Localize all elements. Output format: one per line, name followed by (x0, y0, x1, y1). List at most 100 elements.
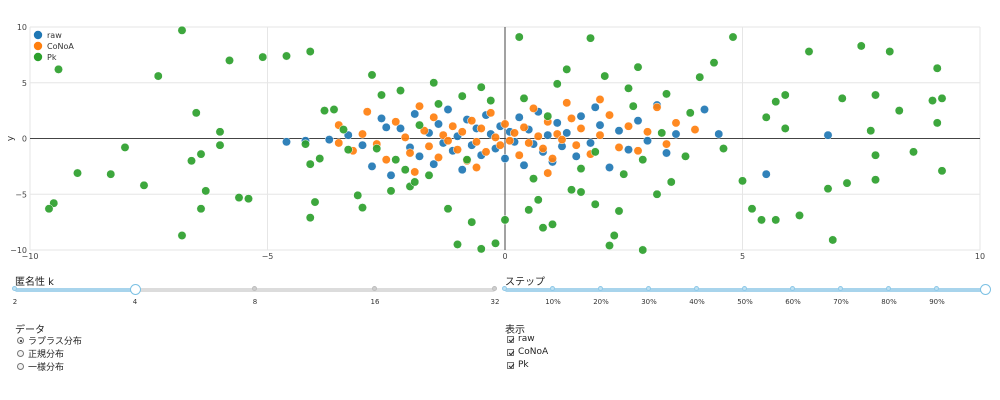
point-pk (533, 195, 543, 205)
point-conoa (467, 116, 477, 126)
point-pk (804, 47, 814, 56)
point-conoa (472, 137, 481, 147)
radio-label: 一様分布 (28, 363, 65, 373)
radio-option-normal[interactable]: 正規分布 (17, 347, 64, 360)
point-pk (396, 86, 405, 96)
checkbox[interactable] (507, 361, 514, 369)
k-slider-label: 32 (490, 298, 500, 306)
point-raw (429, 159, 439, 169)
checkbox[interactable] (507, 335, 514, 343)
point-raw (662, 148, 671, 158)
step-slider-handle[interactable] (980, 284, 991, 295)
point-conoa (633, 146, 643, 156)
point-pk (343, 145, 353, 155)
point-raw (700, 105, 709, 114)
point-pk (519, 93, 529, 103)
point-pk (301, 139, 310, 149)
point-pk (709, 58, 719, 68)
radio-button[interactable] (17, 363, 24, 370)
radio-button[interactable] (17, 350, 24, 357)
x-tick-label: −10 (22, 252, 39, 261)
step-slider-tick (742, 286, 747, 291)
point-conoa (548, 154, 557, 164)
step-slider-label: 20% (593, 298, 609, 306)
point-pk (120, 142, 130, 152)
point-conoa (415, 101, 424, 111)
checkbox[interactable] (507, 348, 514, 356)
point-pk (54, 64, 63, 74)
point-raw (386, 170, 396, 180)
point-raw (590, 102, 600, 112)
point-pk (524, 205, 534, 215)
point-conoa (457, 127, 467, 137)
k-slider[interactable] (12, 284, 497, 295)
step-slider-tick (838, 286, 843, 291)
point-conoa (514, 150, 524, 160)
point-pk (780, 124, 790, 133)
point-pk (586, 33, 595, 43)
k-slider-handle[interactable] (130, 284, 141, 295)
point-pk (177, 25, 187, 35)
point-pk (633, 62, 643, 72)
step-slider[interactable] (502, 284, 991, 295)
point-pk (576, 187, 586, 197)
point-conoa (510, 128, 519, 138)
point-raw (358, 140, 367, 150)
point-pk (780, 90, 790, 100)
point-pk (747, 204, 757, 214)
point-pk (320, 106, 329, 116)
point-conoa (557, 135, 567, 145)
point-raw (367, 161, 377, 171)
point-conoa (538, 144, 548, 153)
point-conoa (500, 119, 510, 129)
point-pk (638, 155, 648, 165)
point-raw (282, 137, 291, 147)
point-conoa (434, 153, 443, 162)
point-pk (467, 217, 477, 227)
point-pk (139, 180, 149, 190)
checkbox-option-raw[interactable]: raw (507, 334, 535, 344)
point-pk (937, 93, 947, 103)
point-conoa (334, 138, 344, 148)
checkbox-option-conoa[interactable]: CoNoA (507, 347, 548, 357)
legend-label: CoNoA (47, 42, 74, 51)
point-pk (605, 241, 614, 250)
point-pk (358, 203, 367, 213)
point-pk (244, 194, 253, 204)
k-slider-tick (12, 286, 17, 291)
checkbox-option-pk[interactable]: Pk (507, 360, 529, 370)
point-pk (400, 165, 410, 175)
point-conoa (400, 132, 410, 142)
point-raw (605, 163, 614, 172)
legend-label: Pk (47, 53, 57, 62)
radio-option-uniform[interactable]: 一様分布 (17, 360, 64, 373)
point-pk (514, 32, 524, 42)
point-conoa (424, 141, 434, 151)
point-pk (500, 215, 510, 225)
y-tick-label: −10 (10, 246, 27, 255)
point-pk (590, 147, 600, 157)
point-pk (685, 108, 695, 118)
x-axis-label: x (502, 263, 508, 265)
point-conoa (448, 121, 458, 131)
point-pk (434, 99, 443, 109)
point-conoa (576, 124, 586, 133)
point-pk (305, 159, 315, 169)
radio-button[interactable] (17, 337, 24, 344)
point-raw (519, 160, 529, 170)
point-pk (543, 111, 553, 121)
display-group-title: 表示 (505, 325, 525, 336)
checkbox-label: CoNoA (518, 347, 549, 357)
step-slider-tick (790, 286, 795, 291)
point-raw (443, 105, 453, 114)
point-pk (638, 245, 648, 255)
point-pk (871, 90, 880, 100)
point-conoa (562, 98, 572, 108)
step-slider-label: 90% (929, 298, 945, 306)
point-conoa (453, 145, 462, 155)
radio-option-laplace[interactable]: ラプラス分布 (17, 334, 82, 347)
point-pk (628, 101, 638, 111)
point-pk (652, 189, 662, 199)
point-conoa (624, 121, 633, 131)
point-conoa (671, 118, 681, 128)
